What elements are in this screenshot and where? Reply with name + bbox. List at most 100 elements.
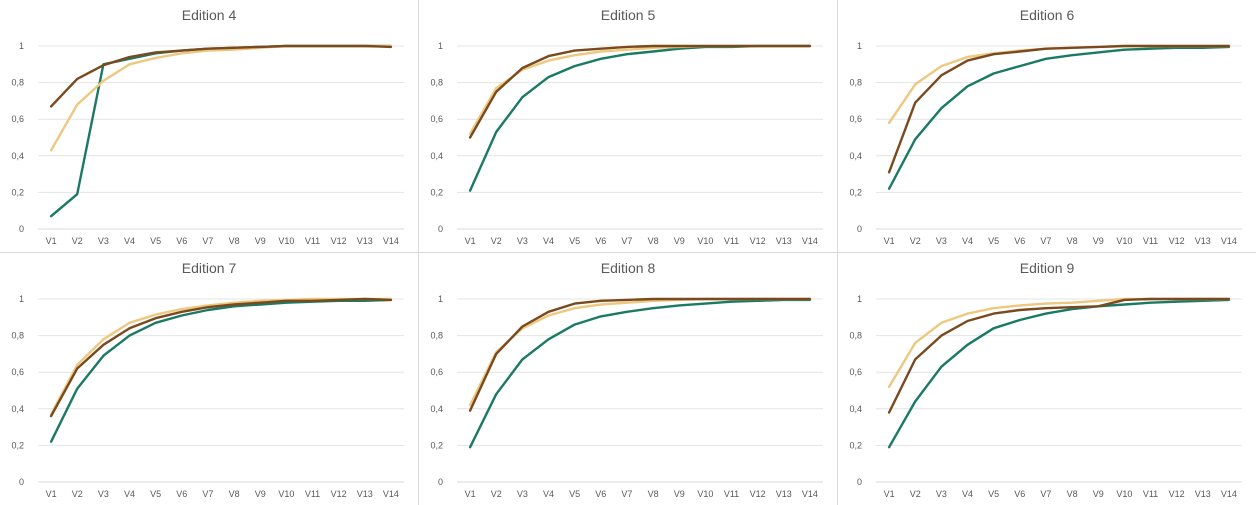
y-tick-label: 0,6	[849, 114, 862, 124]
x-tick-label: V10	[1116, 489, 1132, 499]
y-tick-label: 0	[438, 477, 443, 487]
x-tick-label: V4	[124, 489, 135, 499]
x-tick-label: V7	[621, 236, 632, 246]
series-line	[887, 298, 1231, 449]
y-tick-label: 0,4	[11, 151, 24, 161]
y-tick-label: 0,8	[11, 331, 24, 341]
x-tick-label: V12	[1169, 489, 1185, 499]
x-tick-label: V7	[202, 489, 213, 499]
x-tick-label: V2	[491, 489, 502, 499]
x-tick-label: V1	[465, 236, 476, 246]
x-tick-label: V9	[255, 236, 266, 246]
x-tick-label: V10	[278, 236, 294, 246]
y-tick-label: 0,8	[849, 78, 862, 88]
chart-panel-edition-5: Edition 5 0 0,2 0,4 0,6 0,8 1 V1 V2 V3 V4 V5 V6 V7 V8…	[419, 0, 837, 252]
x-tick-label: V4	[962, 236, 973, 246]
panel-divider	[0, 252, 1256, 253]
y-tick-label: 1	[438, 41, 443, 51]
x-tick-label: V3	[936, 489, 947, 499]
x-tick-label: V11	[1143, 236, 1158, 246]
x-tick-label: V4	[543, 236, 554, 246]
x-tick-label: V9	[1093, 236, 1104, 246]
y-tick-label: 0,2	[11, 440, 24, 450]
series-line	[49, 44, 393, 218]
x-tick-label: V3	[98, 236, 109, 246]
x-tick-label: V10	[697, 236, 713, 246]
x-tick-label: V10	[278, 489, 294, 499]
chart-plot: 0 0,2 0,4 0,6 0,8 1 V1 V2 V3 V4 V5 V6 V7 V8 V9 V10 V11 V1…	[849, 294, 1242, 499]
x-tick-label: V11	[724, 236, 739, 246]
chart-panel-edition-9: Edition 9 0 0,2 0,4 0,6 0,8 1 V1 V2 V3 V4 V5 V6 V7 V8…	[838, 253, 1256, 505]
x-tick-label: V7	[202, 236, 213, 246]
x-tick-label: V5	[569, 236, 580, 246]
x-tick-label: V5	[988, 236, 999, 246]
y-tick-label: 0,8	[430, 78, 443, 88]
y-tick-label: 1	[19, 294, 24, 304]
x-tick-label: V3	[98, 489, 109, 499]
x-tick-label: V3	[936, 236, 947, 246]
series-line	[468, 297, 812, 412]
chart-title: Edition 6	[1019, 7, 1075, 23]
chart-plot: 0 0,2 0,4 0,6 0,8 1 V1 V2 V3 V4 V5 V6 V7 V8 V9 V10 V11 V1…	[430, 41, 823, 246]
y-tick-label: 0,6	[849, 367, 862, 377]
y-tick-label: 1	[19, 41, 24, 51]
y-tick-label: 1	[857, 41, 862, 51]
x-tick-label: V8	[648, 236, 659, 246]
x-tick-label: V14	[1221, 489, 1237, 499]
x-tick-label: V13	[776, 489, 792, 499]
y-tick-label: 0,4	[430, 404, 443, 414]
y-tick-label: 0,2	[430, 440, 443, 450]
x-tick-label: V9	[674, 489, 685, 499]
series-line	[49, 297, 393, 418]
y-tick-label: 0,4	[11, 404, 24, 414]
x-tick-label: V6	[176, 489, 187, 499]
x-tick-label: V4	[962, 489, 973, 499]
chart-title: Edition 8	[600, 260, 656, 276]
x-tick-label: V9	[1093, 489, 1104, 499]
x-tick-label: V8	[1067, 489, 1078, 499]
chart-plot: 0 0,2 0,4 0,6 0,8 1 V1 V2 V3 V4 V5 V6 V7 V8 V9 V10 V11 V1…	[430, 294, 823, 499]
chart-title: Edition 4	[181, 7, 237, 23]
chart-title: Edition 7	[181, 260, 237, 276]
x-tick-label: V1	[884, 489, 895, 499]
chart-panel-edition-8: Edition 8 0 0,2 0,4 0,6 0,8 1 V1 V2 V3 V4 V5 V6 V7 V8…	[419, 253, 837, 505]
y-tick-label: 0,2	[849, 440, 862, 450]
y-tick-label: 0,8	[11, 78, 24, 88]
y-tick-label: 0	[19, 224, 24, 234]
x-tick-label: V1	[46, 236, 57, 246]
chart-panel-edition-6: Edition 6 0 0,2 0,4 0,6 0,8 1 V1 V2 V3 V4 V5 V6 V7 V8…	[838, 0, 1256, 252]
x-tick-label: V9	[255, 489, 266, 499]
series-line	[49, 44, 393, 152]
chart-title: Edition 5	[600, 7, 656, 23]
y-tick-label: 0,4	[430, 151, 443, 161]
x-tick-label: V11	[305, 236, 320, 246]
x-tick-label: V13	[1195, 489, 1211, 499]
x-tick-label: V6	[595, 236, 606, 246]
x-tick-label: V8	[1067, 236, 1078, 246]
x-tick-label: V5	[569, 489, 580, 499]
y-tick-label: 0,8	[430, 331, 443, 341]
y-tick-label: 0,2	[11, 187, 24, 197]
x-tick-label: V6	[1014, 489, 1025, 499]
x-tick-label: V7	[1040, 236, 1051, 246]
x-tick-label: V2	[910, 236, 921, 246]
x-tick-label: V12	[331, 236, 347, 246]
chart-title: Edition 9	[1019, 260, 1075, 276]
y-tick-label: 0,2	[849, 187, 862, 197]
y-tick-label: 0,8	[849, 331, 862, 341]
y-tick-label: 1	[438, 294, 443, 304]
x-tick-label: V5	[150, 489, 161, 499]
y-tick-label: 0,6	[430, 114, 443, 124]
y-tick-label: 0,6	[11, 367, 24, 377]
chart-panel-edition-4: Edition 4 0 0,2 0,4 0,6 0,8 1 V1 V2 V3 V4 V5 V6 V7 V8…	[0, 0, 418, 252]
x-tick-label: V6	[595, 489, 606, 499]
x-tick-label: V12	[750, 489, 766, 499]
x-tick-label: V12	[331, 489, 347, 499]
x-tick-label: V13	[1195, 236, 1211, 246]
series-line	[468, 297, 812, 407]
x-tick-label: V11	[1143, 489, 1158, 499]
x-tick-label: V3	[517, 236, 528, 246]
x-tick-label: V1	[465, 489, 476, 499]
y-tick-label: 0,6	[430, 367, 443, 377]
chart-plot: 0 0,2 0,4 0,6 0,8 1 V1 V2 V3 V4 V5 V6 V7 V8 V9 V10 V11 V1…	[11, 294, 404, 499]
